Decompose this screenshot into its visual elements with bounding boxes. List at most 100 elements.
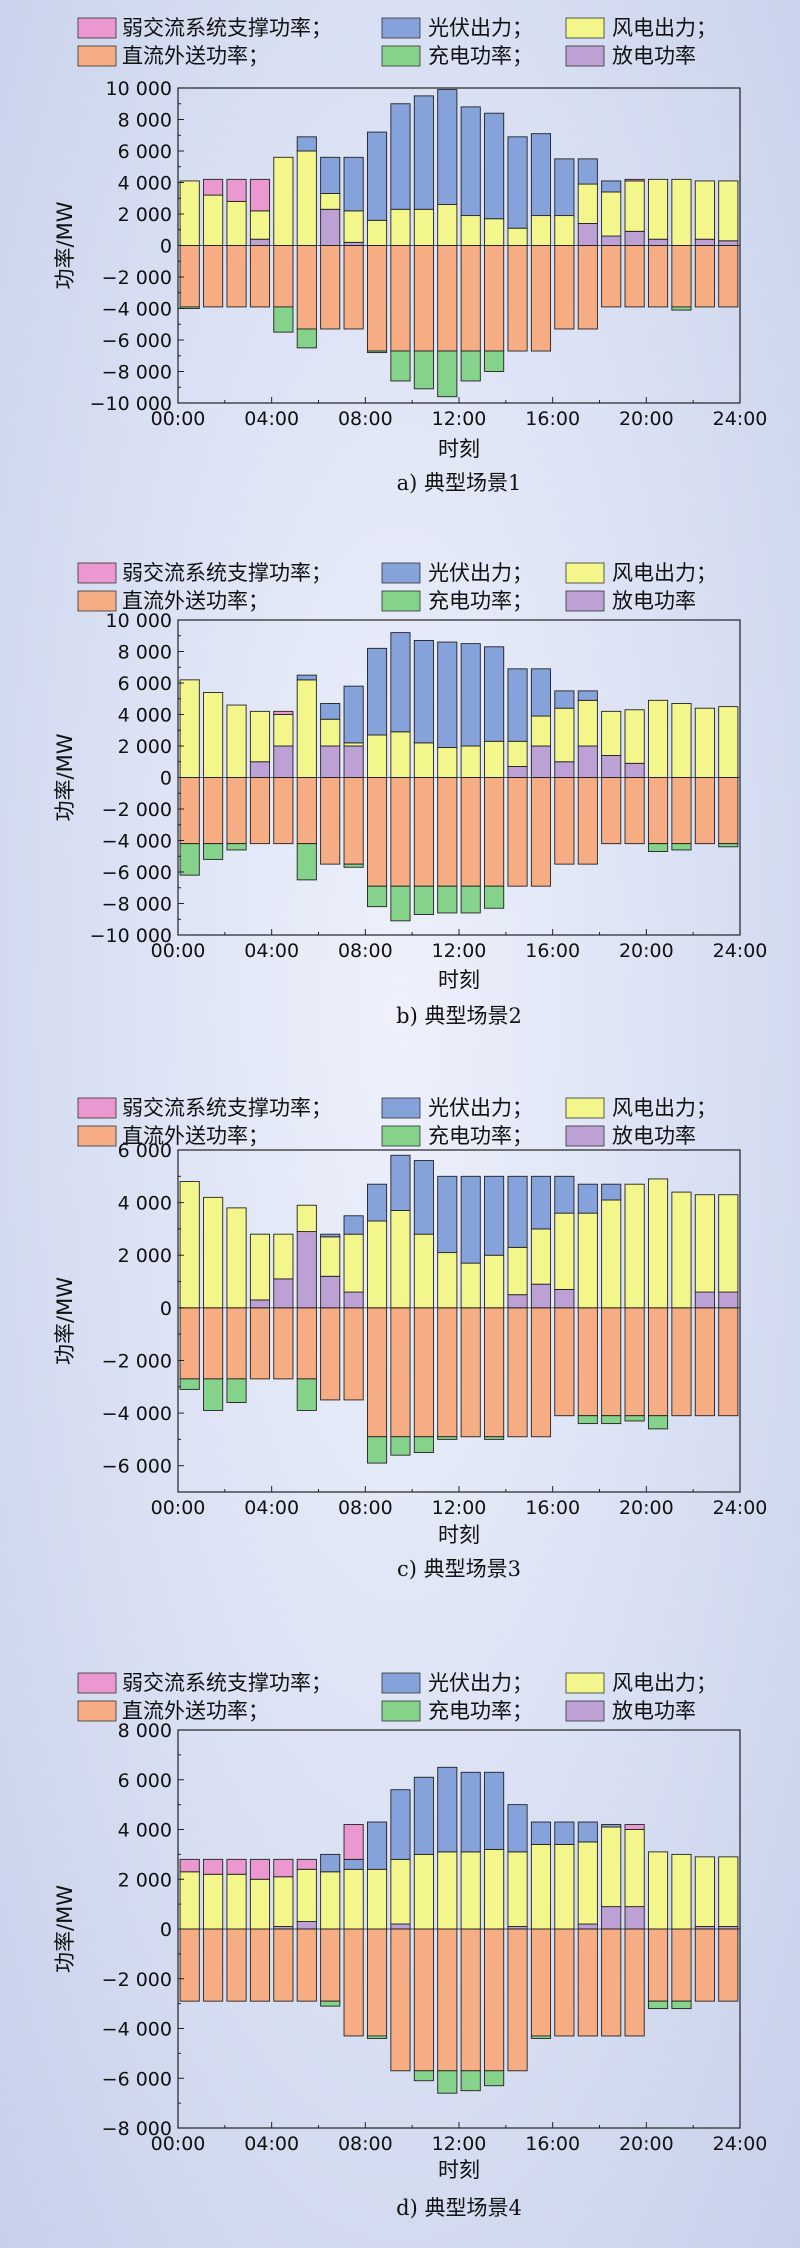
- bar-wind-12: [437, 1851, 458, 1930]
- bar-wind-16: [530, 215, 552, 246]
- bar-pv-9: [366, 1821, 388, 1870]
- bar-dc_export-11: [413, 1307, 434, 1438]
- chart-caption: c) 典型场景3: [397, 1557, 521, 1581]
- bar-discharge-20: [624, 762, 645, 778]
- y-axis: 10 000 8 000 6 000 4 000 2 000 0 −2 000 −4 000 −…: [90, 610, 184, 947]
- bar-charge-1: [179, 1378, 200, 1390]
- bar-charge-10: [390, 1436, 411, 1456]
- bar-dc_export-14: [484, 1307, 505, 1438]
- bar-discharge-4: [249, 238, 271, 246]
- bar-dc_export-11: [413, 777, 434, 887]
- bar-dc_export-10: [390, 1928, 411, 2072]
- y-tick-label: 8 000: [118, 642, 172, 664]
- legend-label-dc_export: 直流外送功率；: [122, 44, 269, 68]
- x-tick-label: 04:00: [244, 940, 299, 962]
- bar-pv-11: [413, 640, 434, 744]
- bar-wind-8: [343, 742, 364, 747]
- bar-dc_export-5: [273, 245, 294, 308]
- bar-dc_export-13: [460, 1928, 481, 2072]
- bar-wind-12: [437, 747, 458, 778]
- y-tick-label: 2 000: [118, 204, 172, 226]
- bar-wind-21: [647, 699, 669, 778]
- bar-charge-13: [460, 350, 481, 382]
- legend-label-wind: 风电出力；: [612, 16, 717, 40]
- x-tick-label: 00:00: [151, 1497, 206, 1519]
- bar-wind-23: [694, 1194, 715, 1293]
- bar-charge-3: [226, 843, 247, 851]
- y-tick-label: 2 000: [118, 736, 172, 758]
- bar-pv-9: [366, 1183, 388, 1222]
- bar-pv-12: [437, 1766, 458, 1853]
- bar-wind-23: [694, 180, 715, 240]
- bar-wind-15: [507, 1851, 528, 1927]
- bar-discharge-6: [296, 1231, 317, 1309]
- y-axis-title: 功率/MW: [53, 733, 77, 821]
- x-axis-title: 时刻: [438, 968, 480, 992]
- bar-dc_export-21: [647, 777, 669, 845]
- bar-wind-18: [577, 699, 598, 747]
- bar-pv-16: [530, 1175, 552, 1230]
- x-tick-label: 08:00: [338, 1497, 393, 1519]
- bar-wind-14: [484, 1848, 505, 1930]
- y-tick-label: −8 000: [102, 362, 172, 384]
- chart-panel-b: 弱交流系统支撑功率； 光伏出力； 风电出力； 直流外送功率； 充电功率； 放电功率 10 0…: [53, 561, 767, 1028]
- legend-label-wind: 风电出力；: [612, 1096, 717, 1120]
- bar-charge-2: [203, 843, 224, 860]
- bar-charge-10: [390, 350, 411, 382]
- bar-charge-19: [601, 1415, 622, 1425]
- bar-charge-22: [671, 843, 692, 851]
- bar-dc_export-12: [437, 245, 458, 352]
- bar-wind-22: [671, 703, 692, 778]
- bar-dc_export-8: [343, 777, 364, 865]
- bar-wind-13: [460, 1851, 481, 1930]
- bar-dc_export-17: [554, 1307, 575, 1417]
- legend: 弱交流系统支撑功率； 光伏出力； 风电出力； 直流外送功率； 充电功率； 放电功率: [77, 1671, 717, 1723]
- y-tick-label: 0: [160, 1298, 172, 1320]
- bar-dc_export-1: [179, 245, 200, 308]
- x-axis-title: 时刻: [438, 1523, 480, 1547]
- bar-wind-24: [718, 1856, 739, 1927]
- bar-dc_export-19: [601, 245, 622, 308]
- bar-pv-15: [507, 668, 528, 742]
- x-tick-label: 00:00: [151, 2133, 206, 2155]
- legend-swatch-discharge: [565, 1125, 605, 1147]
- y-axis-title: 功率/MW: [53, 201, 77, 289]
- bar-dc_export-5: [273, 1307, 294, 1380]
- chart-caption: d) 典型场景4: [396, 2196, 522, 2220]
- bar-dc_export-24: [718, 777, 739, 845]
- bar-weak_ac_support-5: [273, 710, 294, 715]
- bar-charge-14: [484, 1436, 505, 1440]
- bar-dc_export-21: [647, 1928, 669, 2002]
- bar-pv-7: [320, 1853, 341, 1873]
- x-tick-label: 16:00: [525, 1497, 580, 1519]
- bar-wind-21: [647, 1851, 669, 1930]
- bar-dc_export-2: [203, 1928, 224, 2002]
- bar-dc_export-9: [366, 1928, 388, 2037]
- bar-discharge-18: [577, 222, 598, 246]
- bars: [179, 1154, 739, 1464]
- bar-discharge-5: [273, 745, 294, 778]
- bar-wind-22: [671, 1853, 692, 1930]
- bar-dc_export-10: [390, 777, 411, 887]
- y-tick-label: 4 000: [118, 173, 172, 195]
- bar-pv-17: [554, 158, 575, 217]
- bar-dc_export-3: [226, 1928, 247, 2002]
- bar-wind-15: [507, 227, 528, 246]
- legend-swatch-discharge: [565, 590, 605, 612]
- bar-discharge-19: [601, 235, 622, 246]
- bar-wind-7: [320, 1871, 341, 1930]
- x-tick-label: 24:00: [713, 408, 768, 430]
- bar-discharge-24: [718, 240, 739, 246]
- bar-dc_export-19: [601, 1928, 622, 2037]
- y-axis-title: 功率/MW: [53, 1885, 77, 1973]
- bar-dc_export-12: [437, 1307, 458, 1438]
- bar-dc_export-11: [413, 245, 434, 352]
- bar-discharge-23: [694, 1291, 715, 1309]
- bar-dc_export-20: [624, 1928, 645, 2037]
- bar-pv-6: [296, 136, 317, 152]
- bar-dc_export-6: [296, 1928, 317, 2002]
- bar-dc_export-10: [390, 245, 411, 352]
- bar-discharge-16: [530, 1283, 552, 1309]
- legend-swatch-dc_export: [77, 1125, 117, 1147]
